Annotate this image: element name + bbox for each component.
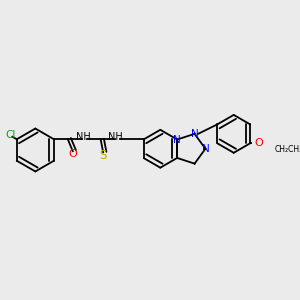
Text: Cl: Cl — [5, 130, 15, 140]
Text: NH: NH — [76, 132, 90, 142]
Text: O: O — [68, 149, 77, 159]
Text: O: O — [254, 138, 263, 148]
Text: CH₂CH₃: CH₂CH₃ — [274, 145, 300, 154]
Text: N: N — [173, 134, 181, 145]
Text: S: S — [100, 149, 107, 162]
Text: N: N — [191, 129, 199, 139]
Text: N: N — [202, 144, 209, 154]
Text: NH: NH — [108, 132, 123, 142]
